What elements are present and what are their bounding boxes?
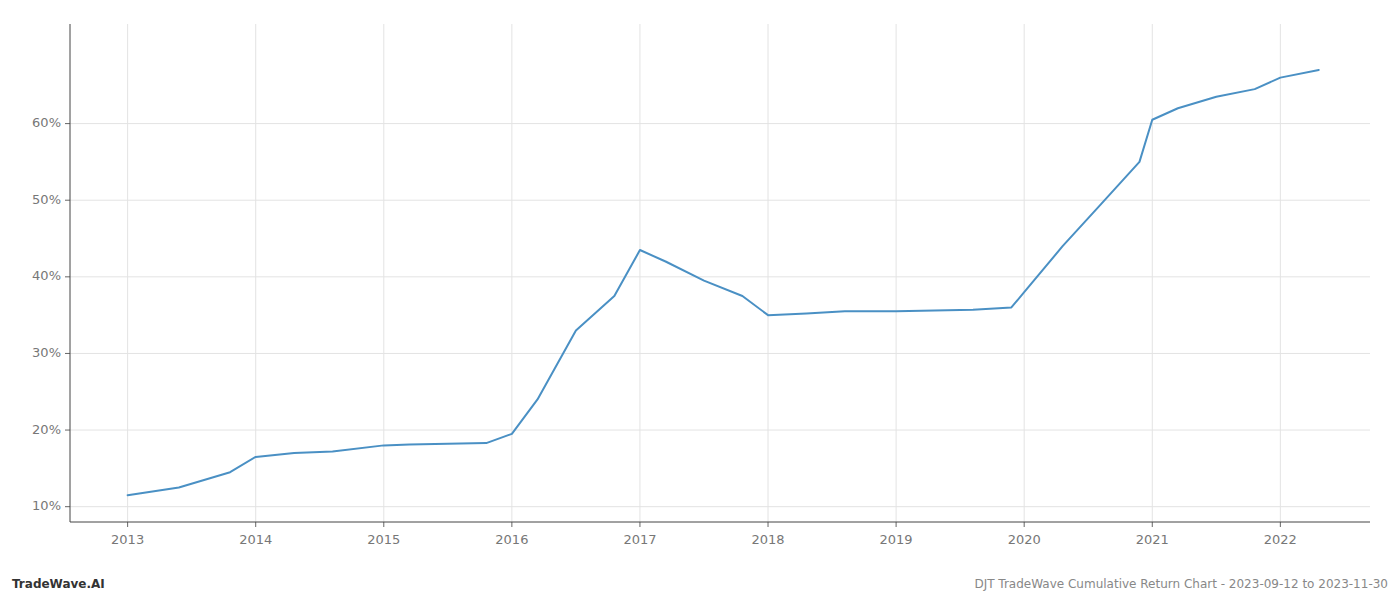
x-tick (511, 522, 512, 527)
line (128, 70, 1319, 495)
x-tick (1280, 522, 1281, 527)
x-tick (383, 522, 384, 527)
x-grid-line (1024, 24, 1025, 522)
x-tick-label: 2019 (880, 532, 913, 547)
y-tick-label: 20% (32, 422, 61, 437)
y-tick (65, 506, 70, 507)
y-tick (65, 123, 70, 124)
x-tick-label: 2021 (1136, 532, 1169, 547)
y-axis-line (70, 24, 71, 522)
x-tick-label: 2020 (1008, 532, 1041, 547)
x-grid-line (127, 24, 128, 522)
y-tick (65, 200, 70, 201)
footer-left: TradeWave.AI (12, 577, 105, 591)
y-tick (65, 430, 70, 431)
x-tick-label: 2013 (111, 532, 144, 547)
x-grid-line (1152, 24, 1153, 522)
chart: 10% 20% 30% 40% 50% 60% 2013 2014 2015 2016 2017 20… (0, 0, 1400, 600)
y-tick-label: 40% (32, 268, 61, 283)
y-tick (65, 276, 70, 277)
y-tick-label: 60% (32, 115, 61, 130)
x-grid-line (896, 24, 897, 522)
y-tick-label: 30% (32, 345, 61, 360)
x-tick (768, 522, 769, 527)
x-tick (127, 522, 128, 527)
x-tick-label: 2022 (1264, 532, 1297, 547)
x-tick (896, 522, 897, 527)
y-grid-line (70, 276, 1370, 277)
y-grid-line (70, 506, 1370, 507)
y-tick-label: 50% (32, 192, 61, 207)
y-grid-line (70, 123, 1370, 124)
x-tick (639, 522, 640, 527)
x-axis-line (70, 522, 1370, 523)
x-tick-label: 2018 (751, 532, 784, 547)
series (128, 70, 1319, 495)
x-tick (1152, 522, 1153, 527)
y-grid-line (70, 430, 1370, 431)
y-grid-line (70, 200, 1370, 201)
x-tick-label: 2017 (623, 532, 656, 547)
x-grid-line (1280, 24, 1281, 522)
x-tick-label: 2015 (367, 532, 400, 547)
page: {"chart_data": {"type": "line", "x": [20… (0, 0, 1400, 600)
x-grid-line (255, 24, 256, 522)
x-tick-label: 2016 (495, 532, 528, 547)
x-grid-line (639, 24, 640, 522)
y-tick (65, 353, 70, 354)
x-grid-line (768, 24, 769, 522)
x-grid-line (511, 24, 512, 522)
axes: 10% 20% 30% 40% 50% 60% 2013 2014 2015 2016 2017 20… (32, 24, 1370, 547)
footer-right: DJT TradeWave Cumulative Return Chart - … (974, 577, 1388, 591)
y-tick-label: 10% (32, 498, 61, 513)
y-grid-line (70, 353, 1370, 354)
grid (70, 24, 1370, 522)
x-tick-label: 2014 (239, 532, 272, 547)
x-tick (1024, 522, 1025, 527)
x-tick (255, 522, 256, 527)
x-grid-line (383, 24, 384, 522)
